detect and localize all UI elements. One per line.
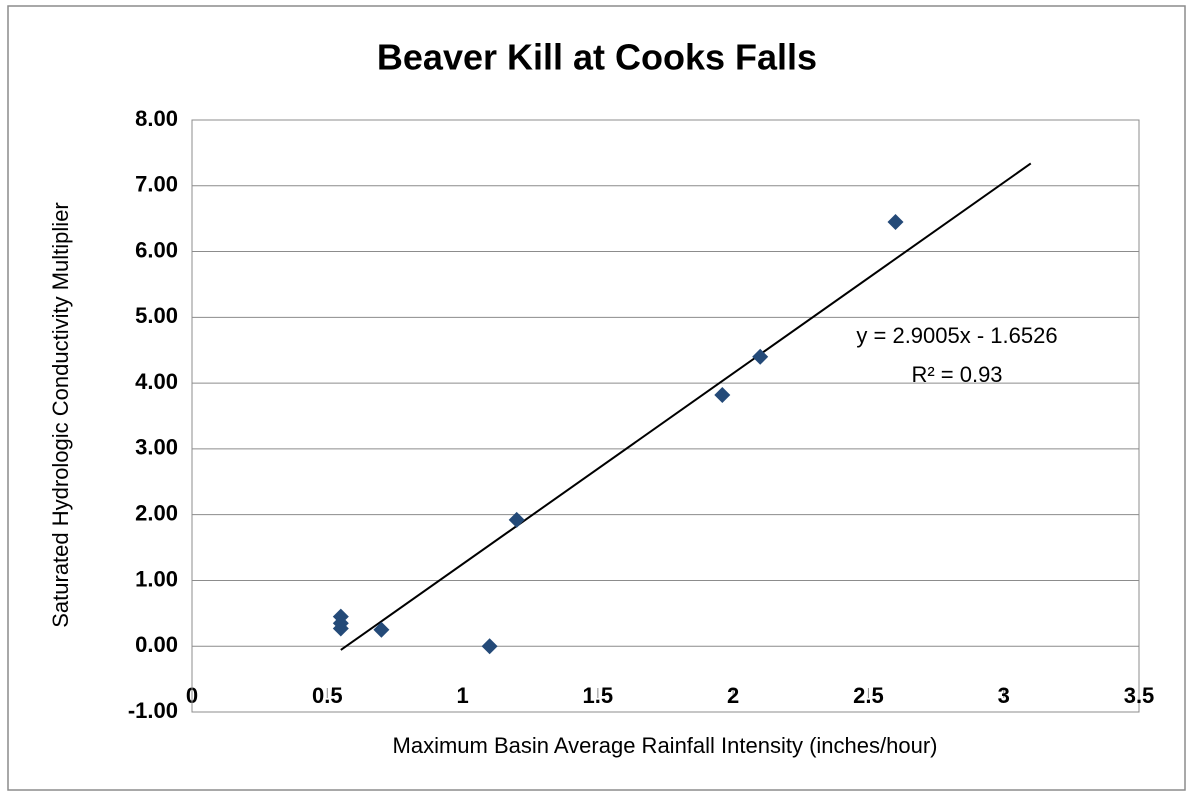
trend-equation: y = 2.9005x - 1.6526	[856, 323, 1057, 348]
x-tick-label: 2	[727, 683, 739, 708]
data-point	[752, 348, 769, 365]
chart-title: Beaver Kill at Cooks Falls	[377, 37, 817, 78]
x-tick-label: 1.5	[583, 683, 614, 708]
trendline	[340, 162, 1032, 651]
x-tick-label: 1	[456, 683, 468, 708]
x-axis-label: Maximum Basin Average Rainfall Intensity…	[393, 733, 938, 758]
chart-frame	[7, 5, 1186, 791]
y-tick-label: 2.00	[135, 500, 178, 525]
data-point	[373, 621, 390, 638]
data-point	[714, 386, 731, 403]
y-tick-label: 7.00	[135, 172, 178, 197]
y-tick-label: 4.00	[135, 369, 178, 394]
data-point	[332, 620, 349, 637]
y-tick-label: 0.00	[135, 632, 178, 657]
y-axis-label: Saturated Hydrologic Conductivity Multip…	[48, 202, 73, 628]
x-tick-label: 3.5	[1124, 683, 1155, 708]
x-tick-label: 3	[998, 683, 1010, 708]
x-tick-label: 0.5	[312, 683, 343, 708]
y-tick-label: 3.00	[135, 435, 178, 460]
y-tick-label: -1.00	[128, 698, 178, 723]
data-point	[887, 213, 904, 230]
data-point	[508, 511, 525, 528]
y-tick-label: 6.00	[135, 237, 178, 262]
y-tick-label: 5.00	[135, 303, 178, 328]
y-tick-label: 8.00	[135, 106, 178, 131]
data-point	[481, 638, 498, 655]
x-tick-label: 2.5	[853, 683, 884, 708]
y-tick-label: 1.00	[135, 566, 178, 591]
